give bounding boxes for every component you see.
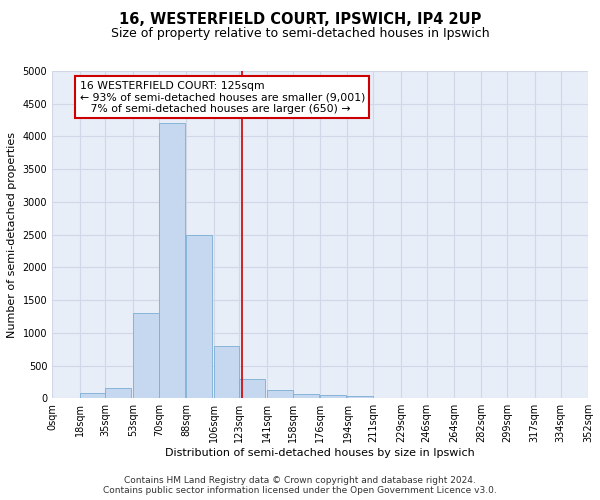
- Bar: [267, 390, 293, 398]
- Text: Contains public sector information licensed under the Open Government Licence v3: Contains public sector information licen…: [103, 486, 497, 495]
- Bar: [133, 313, 158, 398]
- Bar: [158, 124, 185, 398]
- Bar: [106, 388, 131, 398]
- Bar: [320, 395, 346, 398]
- X-axis label: Distribution of semi-detached houses by size in Ipswich: Distribution of semi-detached houses by …: [165, 448, 475, 458]
- Text: Contains HM Land Registry data © Crown copyright and database right 2024.: Contains HM Land Registry data © Crown c…: [124, 476, 476, 485]
- Text: 16 WESTERFIELD COURT: 125sqm
← 93% of semi-detached houses are smaller (9,001)
 : 16 WESTERFIELD COURT: 125sqm ← 93% of se…: [80, 81, 365, 114]
- Bar: [239, 378, 265, 398]
- Bar: [347, 396, 373, 398]
- Y-axis label: Number of semi-detached properties: Number of semi-detached properties: [7, 132, 17, 338]
- Text: Size of property relative to semi-detached houses in Ipswich: Size of property relative to semi-detach…: [110, 28, 490, 40]
- Text: 16, WESTERFIELD COURT, IPSWICH, IP4 2UP: 16, WESTERFIELD COURT, IPSWICH, IP4 2UP: [119, 12, 481, 28]
- Bar: [293, 394, 319, 398]
- Bar: [214, 346, 239, 399]
- Bar: [186, 234, 212, 398]
- Bar: [80, 393, 106, 398]
